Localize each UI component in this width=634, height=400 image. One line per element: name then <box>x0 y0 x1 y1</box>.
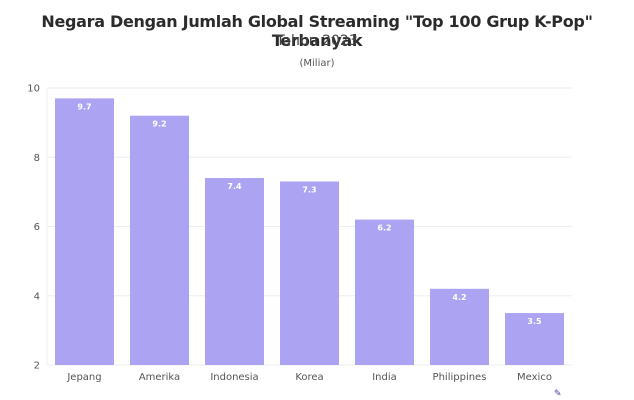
data-label: 4.2 <box>452 293 466 302</box>
y-axis: 2 4 6 8 10 <box>27 84 48 372</box>
x-axis: Jepang Amerika Indonesia Korea India Philippi… <box>66 372 552 383</box>
data-label: 9.7 <box>77 102 91 111</box>
data-label: 7.3 <box>302 185 316 194</box>
pencil-icon: ✎ <box>554 388 562 398</box>
y-tick-label: 10 <box>27 84 40 95</box>
x-tick-label: Indonesia <box>210 372 258 383</box>
bar-jepang[interactable] <box>55 98 114 365</box>
unit-label: (Miliar) <box>299 58 335 69</box>
x-tick-label: Korea <box>295 372 323 383</box>
bar-mexico[interactable] <box>505 313 564 365</box>
bars: 9.7 9.2 7.4 7.3 6.2 4.2 3.5 <box>55 98 564 365</box>
y-tick-label: 2 <box>34 361 40 372</box>
bar-philippines[interactable] <box>430 288 489 365</box>
x-tick-label: India <box>372 372 397 383</box>
bar-indonesia[interactable] <box>205 178 264 365</box>
chart-title: Negara Dengan Jumlah Global Streaming "T… <box>41 12 593 50</box>
bar-amerika[interactable] <box>130 115 189 365</box>
y-tick-label: 4 <box>34 291 40 302</box>
chart-subtitle: Tahun 2023 <box>276 33 358 49</box>
x-tick-label: Jepang <box>66 372 101 383</box>
x-tick-label: Philippines <box>433 372 487 383</box>
data-label: 3.5 <box>527 317 542 326</box>
y-tick-label: 8 <box>34 153 40 164</box>
data-label: 7.4 <box>227 182 242 191</box>
x-tick-label: Mexico <box>517 372 552 383</box>
bar-india[interactable] <box>355 219 414 365</box>
data-label: 9.2 <box>152 120 166 129</box>
x-tick-label: Amerika <box>139 372 180 383</box>
bar-korea[interactable] <box>280 181 339 365</box>
y-tick-label: 6 <box>34 222 40 233</box>
data-label: 6.2 <box>377 224 391 233</box>
